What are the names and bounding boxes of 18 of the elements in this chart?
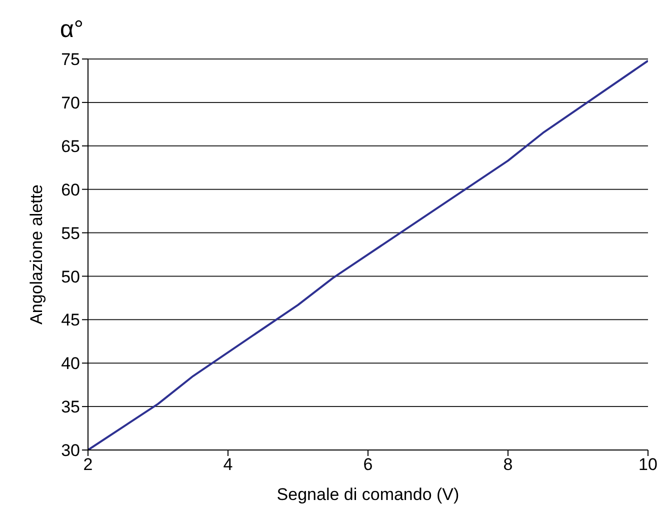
x-tick-label: 6 — [363, 455, 373, 474]
x-tick-label: 10 — [638, 455, 658, 474]
y-tick-label: 70 — [61, 93, 80, 112]
y-tick-label: 55 — [61, 224, 80, 243]
y-tick-label: 30 — [61, 441, 80, 460]
y-tick-label: 65 — [61, 136, 80, 156]
x-tick-label: 8 — [503, 455, 513, 474]
x-tick-label: 2 — [83, 455, 93, 474]
y-tick-label: 60 — [61, 180, 80, 200]
y-tick-label: 50 — [61, 267, 80, 286]
x-tick-label: 4 — [223, 455, 233, 474]
y-axis-title: Angolazione alette — [27, 184, 46, 324]
y-tick-label: 35 — [61, 398, 80, 417]
y-tick-label: 45 — [61, 310, 80, 330]
text: α° — [60, 16, 84, 44]
y-tick-label: 75 — [61, 50, 80, 70]
x-axis-title: Segnale di comando (V) — [276, 485, 460, 504]
y-tick-label: 40 — [61, 354, 80, 374]
